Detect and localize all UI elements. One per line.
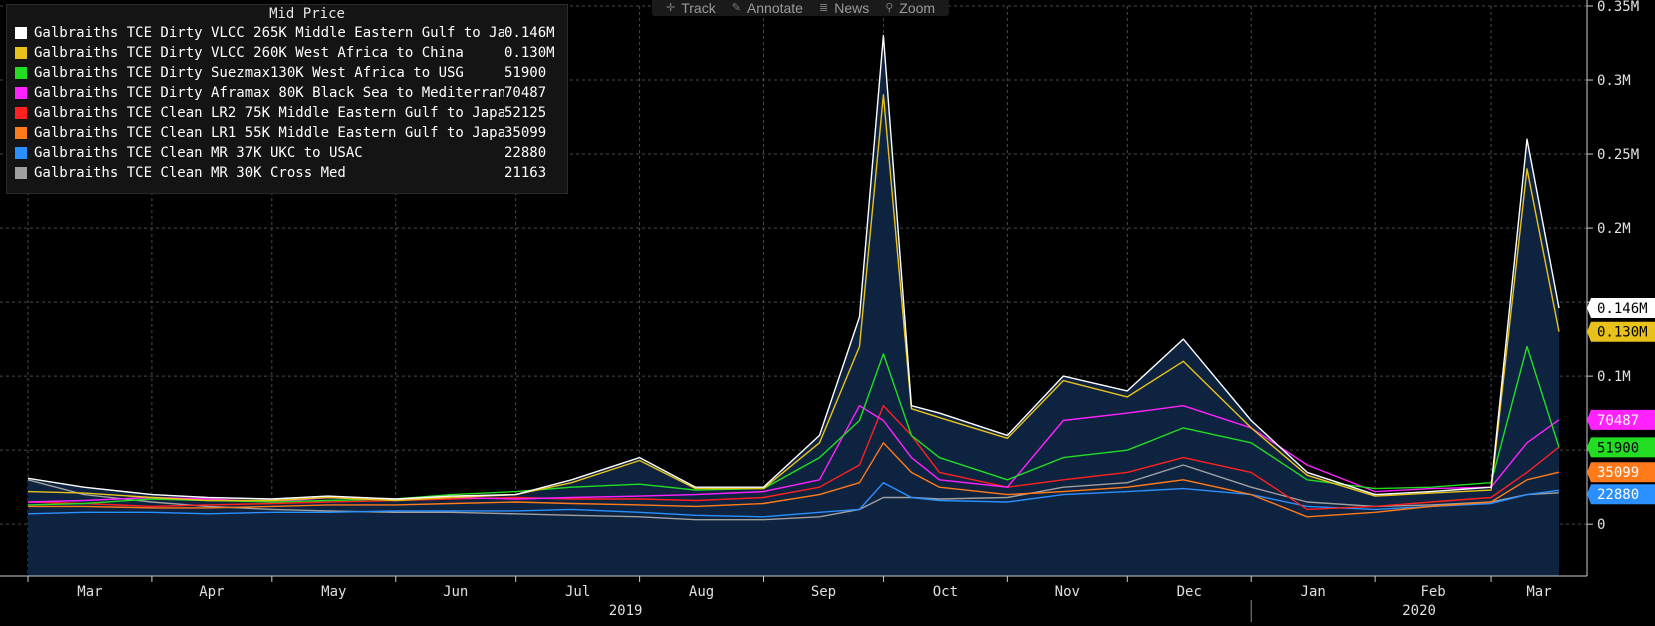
x-month-label: Aug [689,584,714,600]
annotate-button[interactable]: ✎ Annotate [726,0,809,16]
legend-series-value: 0.146M [504,23,555,43]
x-month-label: Jun [443,584,468,600]
y-tick-label: 0.1M [1597,369,1631,385]
x-month-label: Sep [811,584,836,600]
x-month-label: Mar [1526,584,1551,600]
legend-series-value: 0.130M [504,43,555,63]
y-tick-label: 0.3M [1597,73,1631,89]
legend-series-name: Galbraiths TCE Dirty Aframax 80K Black S… [34,83,504,103]
legend-swatch [15,167,27,179]
x-month-label: Jan [1301,584,1326,600]
legend-title: Mid Price [7,5,567,23]
zoom-button[interactable]: ⚲ Zoom [879,0,941,16]
callout-layer: 0.146M 0.130M 70487 51900 35099 22880 [1587,298,1655,504]
legend-swatch [15,27,27,39]
legend-series-name: Galbraiths TCE Clean LR1 55K Middle East… [34,123,504,143]
y-tick-label: 0.35M [1597,0,1639,15]
annotate-label: Annotate [747,1,803,15]
legend-series-name: Galbraiths TCE Clean MR 30K Cross Med [34,163,504,183]
legend-series-value: 35099 [504,123,546,143]
callout-value: 0.146M [1597,301,1648,317]
zoom-label: Zoom [899,1,935,15]
chart-toolbar: ✛ Track ✎ Annotate ≣ News ⚲ Zoom [652,0,949,16]
last-value-callout: 35099 [1587,462,1655,482]
legend-swatch [15,147,27,159]
y-tick-label: 0.2M [1597,221,1631,237]
last-value-callout: 22880 [1587,484,1655,504]
last-value-callout: 0.146M [1587,298,1655,318]
legend-entry[interactable]: Galbraiths TCE Dirty Suezmax130K West Af… [7,63,567,83]
callout-value: 51900 [1597,440,1639,456]
legend-entry[interactable]: Galbraiths TCE Clean LR2 75K Middle East… [7,103,567,123]
x-year-label: 2020 [1402,603,1436,619]
chart-legend: Mid Price Galbraiths TCE Dirty VLCC 265K… [6,4,568,194]
x-month-label: Apr [199,584,224,600]
legend-series-value: 21163 [504,163,546,183]
last-value-callout: 51900 [1587,437,1655,457]
track-button[interactable]: ✛ Track [660,0,722,16]
track-label: Track [681,1,715,15]
legend-swatch [15,47,27,59]
legend-entry[interactable]: Galbraiths TCE Dirty VLCC 260K West Afri… [7,43,567,63]
x-month-label: May [321,584,346,600]
callout-value: 70487 [1597,413,1639,429]
x-month-label: Feb [1420,584,1445,600]
legend-swatch [15,127,27,139]
legend-series-name: Galbraiths TCE Dirty VLCC 265K Middle Ea… [34,23,504,43]
legend-series-value: 70487 [504,83,546,103]
legend-series-name: Galbraiths TCE Dirty Suezmax130K West Af… [34,63,504,83]
legend-entry[interactable]: Galbraiths TCE Dirty VLCC 265K Middle Ea… [7,23,567,43]
legend-swatch [15,107,27,119]
x-year-label: 2019 [609,603,643,619]
news-button[interactable]: ≣ News [813,0,875,16]
legend-swatch [15,87,27,99]
pencil-icon: ✎ [732,1,741,15]
x-month-label: Mar [77,584,102,600]
crosshair-icon: ✛ [666,1,675,15]
y-tick-label: 0.25M [1597,147,1639,163]
x-month-label: Jul [565,584,590,600]
legend-series-name: Galbraiths TCE Clean MR 37K UKC to USAC [34,143,504,163]
news-icon: ≣ [819,1,828,15]
legend-series-value: 22880 [504,143,546,163]
magnifier-icon: ⚲ [885,1,893,15]
legend-entry[interactable]: Galbraiths TCE Clean LR1 55K Middle East… [7,123,567,143]
callout-value: 22880 [1597,487,1639,503]
legend-swatch [15,67,27,79]
news-label: News [834,1,869,15]
x-month-label: Oct [933,584,958,600]
legend-series-name: Galbraiths TCE Clean LR2 75K Middle East… [34,103,504,123]
last-value-callout: 0.130M [1587,322,1655,342]
callout-value: 0.130M [1597,325,1648,341]
legend-series-name: Galbraiths TCE Dirty VLCC 260K West Afri… [34,43,504,63]
x-month-label: Dec [1177,584,1202,600]
last-value-callout: 70487 [1587,410,1655,430]
legend-entry[interactable]: Galbraiths TCE Dirty Aframax 80K Black S… [7,83,567,103]
y-tick-label: 0 [1597,517,1605,533]
callout-value: 35099 [1597,465,1639,481]
legend-series-value: 51900 [504,63,546,83]
x-month-label: Nov [1055,584,1080,600]
legend-series-value: 52125 [504,103,546,123]
